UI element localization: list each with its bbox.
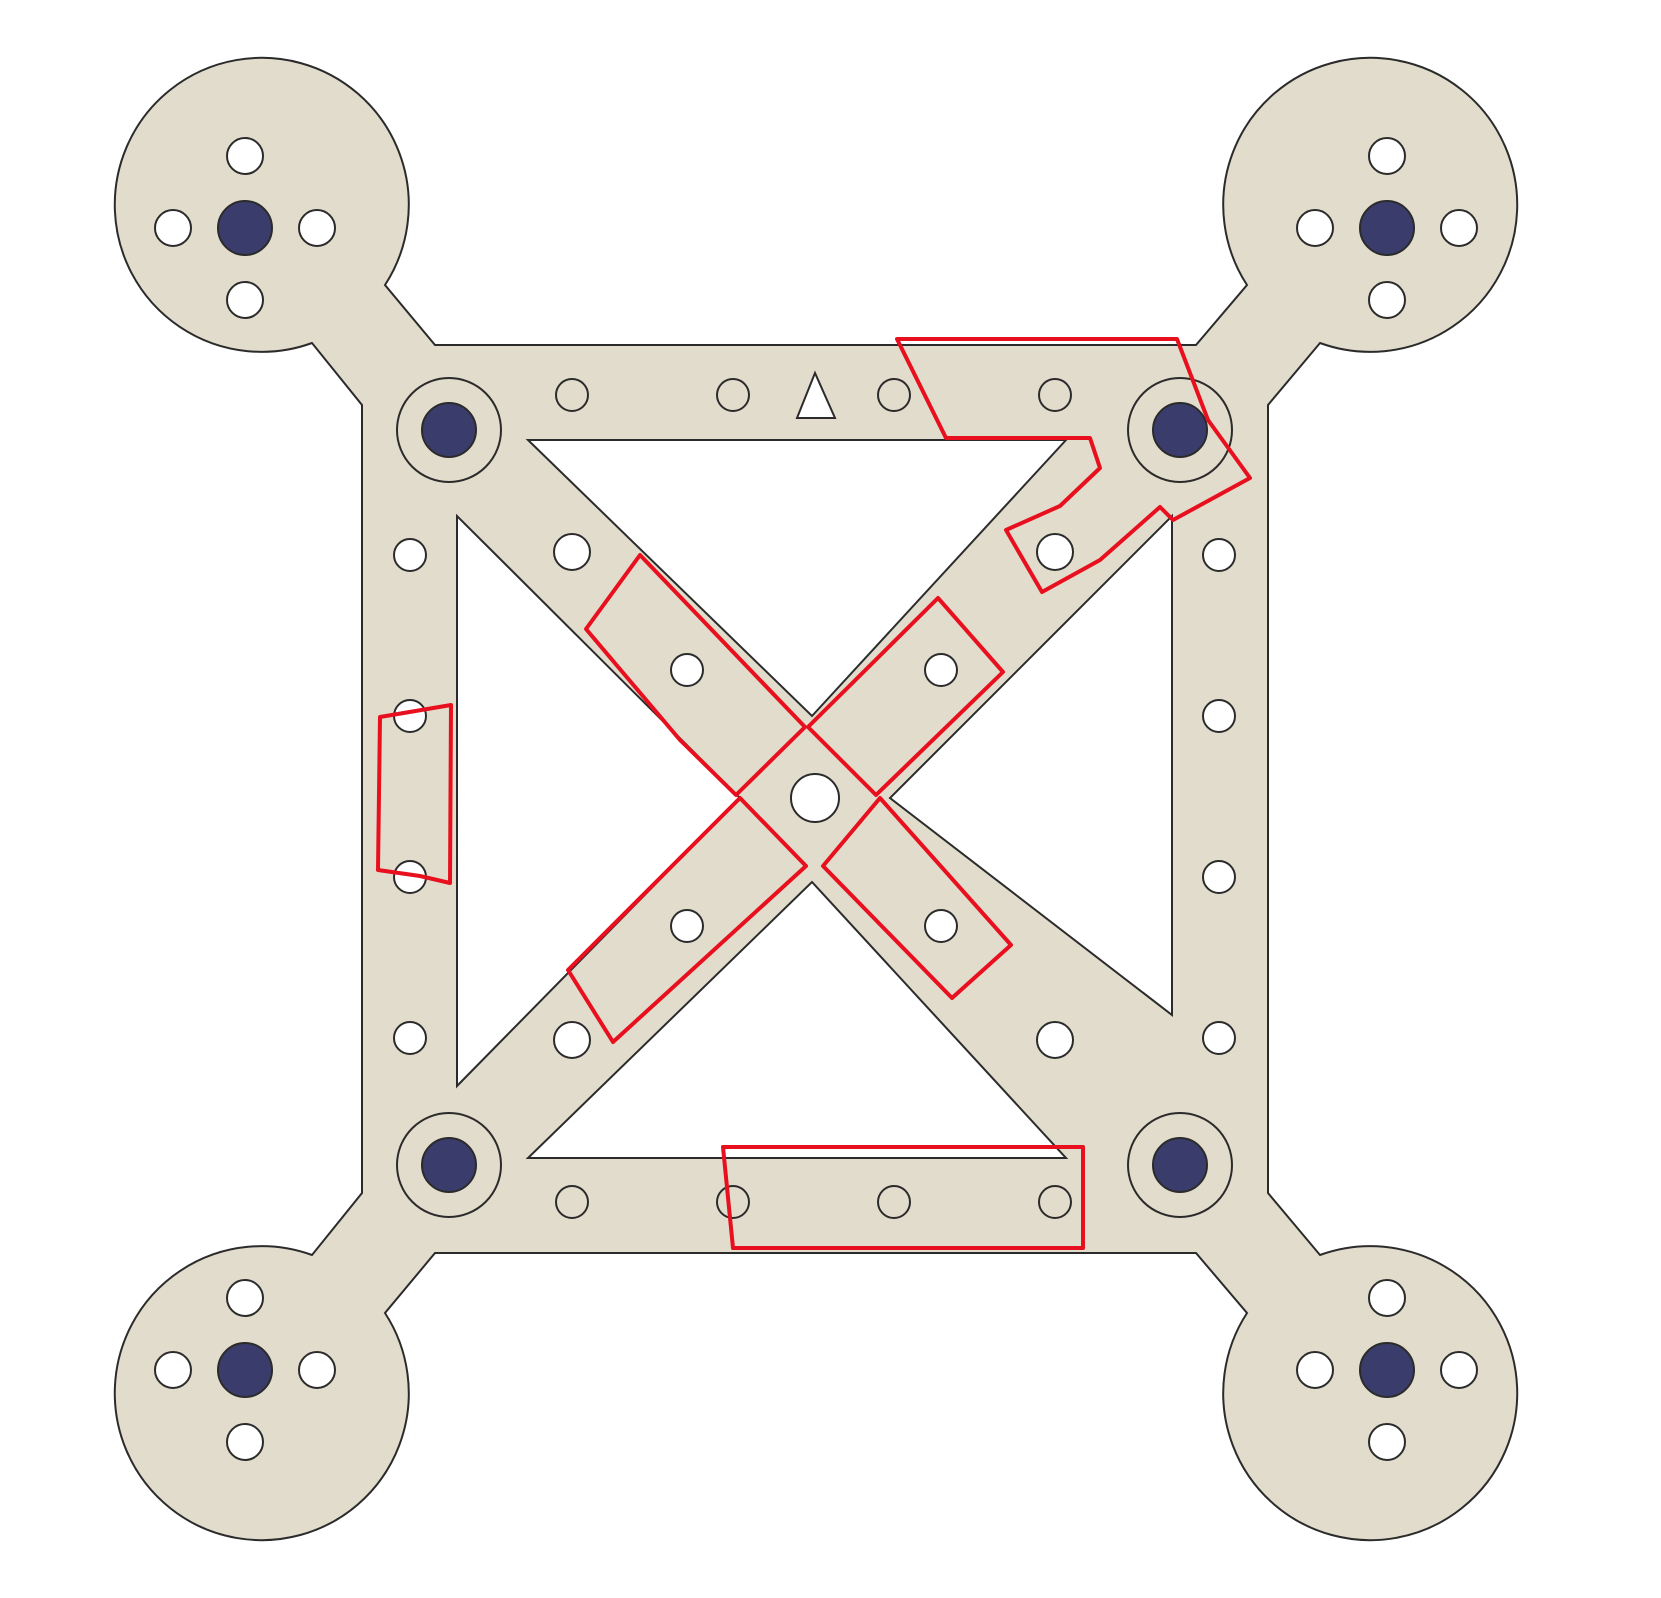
right-edge-hole-1 [1202,699,1236,733]
highlight-left-edge [376,703,453,885]
top-edge-hole-0 [555,378,589,412]
orientation-triangle [795,370,837,419]
motor-shaft-hole-top-left [217,200,273,256]
top-edge-hole-1 [716,378,750,412]
highlight-upper-right-brace [806,596,1005,797]
motor-mount-hole-top-right-n [1368,137,1406,175]
brace-inner-hole-2 [670,909,704,943]
motor-mount-hole-bottom-left-w [154,1351,192,1389]
motor-mount-hole-bottom-right-s [1368,1423,1406,1461]
motor-mount-hole-bottom-left-e [298,1351,336,1389]
motor-mount-hole-bottom-right-e [1440,1351,1478,1389]
motor-shaft-hole-bottom-left [217,1342,273,1398]
bottom-edge-hole-2 [877,1185,911,1219]
motor-mount-hole-bottom-left-s [226,1423,264,1461]
bottom-edge-hole-1 [716,1185,750,1219]
left-edge-hole-3 [393,1021,427,1055]
highlight-upper-left-brace [584,553,807,797]
motor-mount-hole-top-right-s [1368,281,1406,319]
brace-inner-hole-1 [924,653,958,687]
highlight-top-right [895,337,1252,594]
right-edge-hole-3 [1202,1021,1236,1055]
red-highlight-outlines [376,337,1252,1250]
right-edge-hole-2 [1202,860,1236,894]
brace-outer-hole-2 [553,1021,591,1059]
motor-shaft-hole-bottom-right [1359,1342,1415,1398]
top-edge-hole-2 [877,378,911,412]
highlight-lower-right-brace [821,796,1013,1000]
center-hole [790,773,840,823]
motor-mount-hole-top-right-w [1296,209,1334,247]
bottom-edge-hole-3 [1038,1185,1072,1219]
motor-mount-hole-top-left-n [226,137,264,175]
corner-standoff-hole-0 [421,402,477,458]
corner-standoff-hole-2 [421,1137,477,1193]
motor-mount-hole-bottom-right-w [1296,1351,1334,1389]
left-edge-hole-0 [393,538,427,572]
right-edge-hole-0 [1202,538,1236,572]
corner-standoff-hole-3 [1152,1137,1208,1193]
motor-mount-hole-top-right-e [1440,209,1478,247]
motor-shaft-hole-top-right [1359,200,1415,256]
top-edge-hole-3 [1038,378,1072,412]
brace-outer-hole-1 [1036,533,1074,571]
motor-mount-hole-top-left-s [226,281,264,319]
motor-mount-hole-bottom-right-n [1368,1279,1406,1317]
holes [154,137,1478,1461]
brace-outer-hole-3 [1036,1021,1074,1059]
brace-outer-hole-0 [553,533,591,571]
brace-inner-hole-3 [924,909,958,943]
motor-mount-hole-bottom-left-n [226,1279,264,1317]
left-edge-hole-1 [393,699,427,733]
highlight-lower-left-brace [566,796,808,1044]
motor-mount-hole-top-left-w [154,209,192,247]
corner-standoff-hole-1 [1152,402,1208,458]
bottom-edge-hole-0 [555,1185,589,1219]
brace-inner-hole-0 [670,653,704,687]
motor-mount-hole-top-left-e [298,209,336,247]
highlight-bottom-edge [721,1145,1085,1250]
